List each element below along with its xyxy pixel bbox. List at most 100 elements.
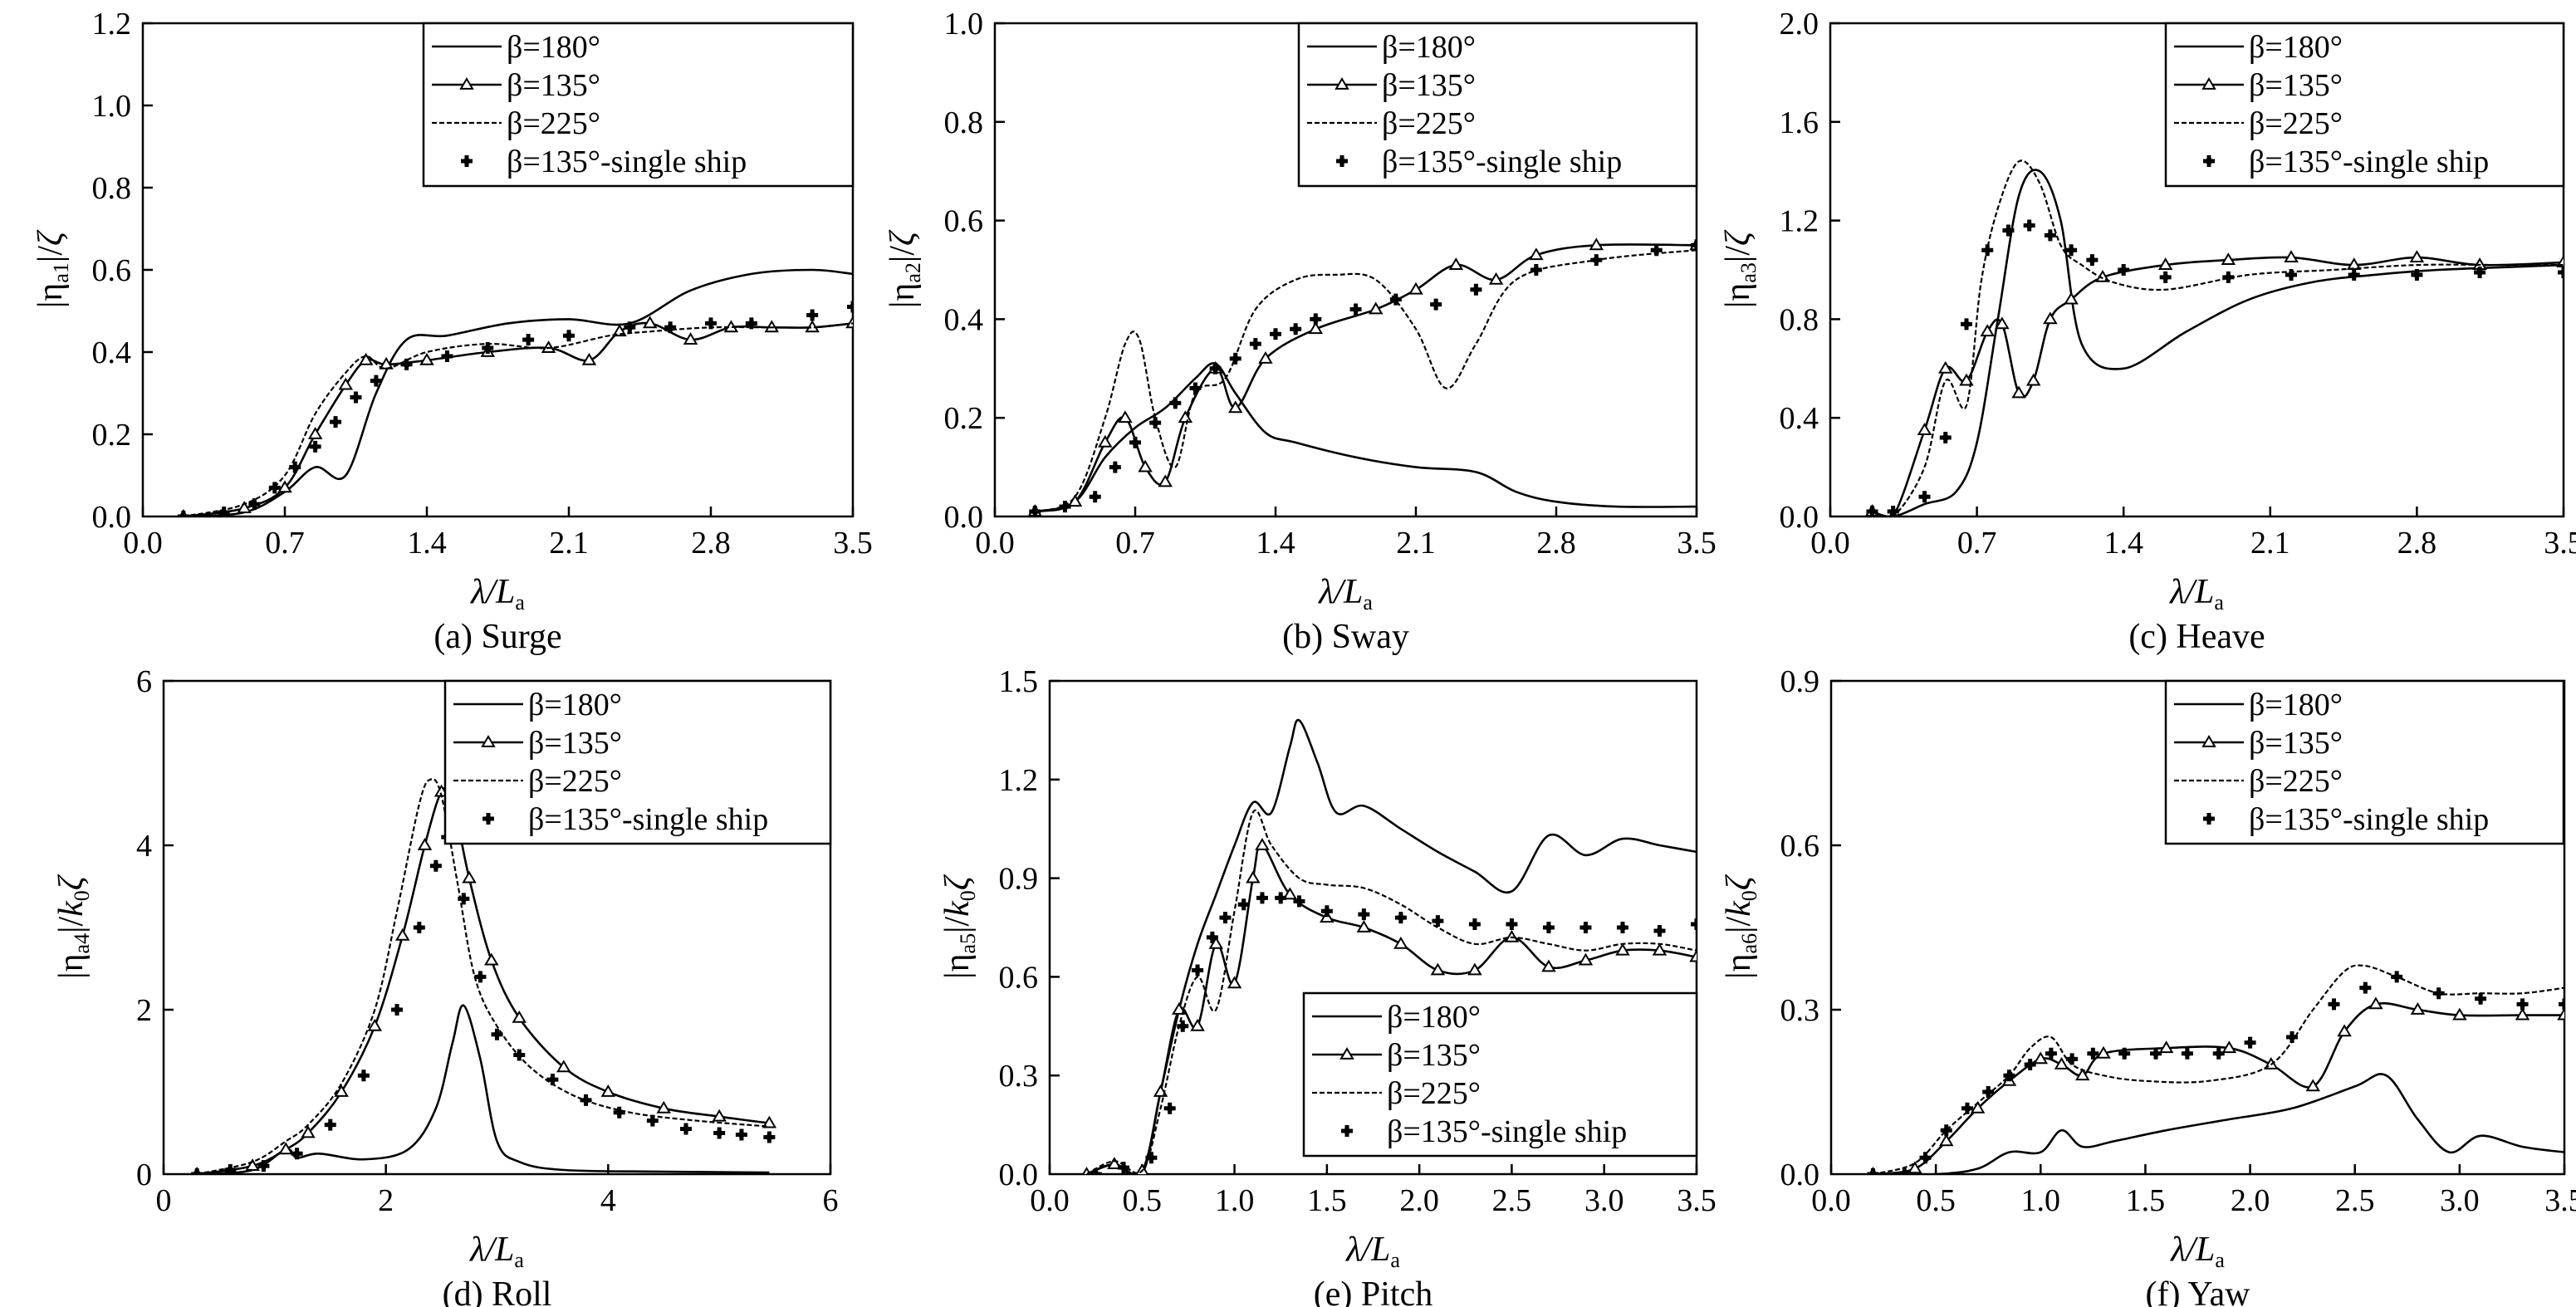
triangle-point xyxy=(2368,996,2383,1010)
x-tick-label: 6 xyxy=(823,1183,839,1218)
panel-caption: (b) Sway xyxy=(1282,618,1409,656)
triangle-point xyxy=(2064,291,2079,305)
single-ship-point-dot xyxy=(615,1109,623,1116)
legend-entry-label: β=135°-single ship xyxy=(2249,144,2489,179)
legend-entry-label: β=135° xyxy=(2249,726,2343,761)
x-tick-label: 2 xyxy=(378,1183,394,1218)
legend-box xyxy=(2164,22,2565,188)
y-tick-label: 0.4 xyxy=(944,302,984,337)
single-ship-point-dot xyxy=(683,1125,690,1133)
single-ship-point-dot xyxy=(293,1150,301,1158)
single-ship-point-dot xyxy=(432,862,439,869)
single-ship-point-dot xyxy=(1061,503,1069,511)
single-ship-point-dot xyxy=(2025,222,2033,229)
single-ship-point-dot xyxy=(460,895,468,903)
x-axis-label: λ/La xyxy=(1317,573,1373,614)
triangle-point xyxy=(334,1084,349,1097)
single-ship-point-dot xyxy=(1963,1104,1971,1112)
single-ship-point-dot xyxy=(179,513,187,516)
single-ship-point-dot xyxy=(2246,1039,2254,1046)
single-ship-point xyxy=(1867,1168,1879,1174)
triangle-point xyxy=(2305,1079,2321,1092)
single-ship-point-dot xyxy=(582,1096,590,1104)
triangle-point xyxy=(1408,281,1423,295)
triangle-point xyxy=(1258,350,1273,364)
legend-entry-label: β=135°-single ship xyxy=(507,144,747,179)
x-tick-label: 1.4 xyxy=(2103,526,2143,560)
single-ship-point-dot xyxy=(332,419,340,426)
single-ship-point-dot xyxy=(716,1129,723,1137)
origin-label: 0.0 xyxy=(944,500,984,535)
origin-label: 0.0 xyxy=(92,500,132,535)
x-tick-label: 0.0 xyxy=(1810,526,1850,560)
single-ship-point-dot xyxy=(1352,306,1359,313)
x-tick-label: 2.0 xyxy=(1399,1183,1439,1218)
single-ship-point-dot xyxy=(2330,1001,2338,1008)
legend-symbol-triangle xyxy=(1335,77,1349,90)
series-line-1 xyxy=(1871,256,2564,516)
single-ship-point-dot xyxy=(2068,247,2075,254)
triangle-point xyxy=(338,377,354,390)
y-tick-label: 0.9 xyxy=(999,862,1039,897)
single-ship-point-dot xyxy=(372,377,380,384)
x-tick-label: 3.5 xyxy=(1677,1183,1717,1218)
single-ship-point-dot xyxy=(2121,1050,2128,1057)
triangle-point xyxy=(1430,962,1446,976)
triangle-point xyxy=(642,316,658,329)
single-ship-point-dot xyxy=(2288,271,2295,278)
single-ship-point-dot xyxy=(1258,894,1266,902)
triangle-point xyxy=(1118,410,1133,423)
triangle-point xyxy=(2515,1007,2530,1021)
triangle-point xyxy=(2221,252,2236,266)
single-ship-point-dot xyxy=(1179,1022,1187,1030)
panel-pitch: 0.0 0.5 1.0 1.5 2.0 2.5 3.0 3.5 0.3 0.6 0.9 1.2 1.5 |… xyxy=(938,664,1717,1307)
legend-symbol-marker-dot xyxy=(463,158,470,164)
x-tick-label: 1.0 xyxy=(1215,1183,1255,1218)
single-ship-point-dot xyxy=(271,484,278,492)
triangle-point xyxy=(1467,962,1482,976)
y-tick-label: 0.8 xyxy=(92,171,132,206)
data-area xyxy=(177,268,853,516)
panel-sway: 0.0 0.7 1.4 2.1 2.8 3.5 0.2 0.4 0.6 0.8 1.0 |ηa2|/ζ… xyxy=(884,7,1717,656)
single-ship-point-dot xyxy=(2393,973,2401,981)
y-tick-label: 1.6 xyxy=(1780,105,1819,140)
triangle-point xyxy=(1939,1133,1954,1147)
triangle-point xyxy=(600,1084,616,1097)
triangle-point xyxy=(277,480,292,493)
single-ship-point-dot xyxy=(1111,463,1119,471)
triangle-point xyxy=(379,356,394,370)
single-ship-point-dot xyxy=(1222,914,1229,922)
triangle-point xyxy=(1282,887,1298,900)
single-ship-point xyxy=(177,511,189,516)
x-tick-label: 1.5 xyxy=(1307,1183,1347,1218)
single-ship-point-dot xyxy=(626,324,634,331)
y-tick-label: 0.6 xyxy=(92,253,132,288)
single-ship-point xyxy=(2559,998,2564,1011)
single-ship-point-dot xyxy=(1653,247,1660,254)
triangle-point xyxy=(581,352,597,365)
triangle-point xyxy=(1158,474,1173,487)
single-ship-point-dot xyxy=(251,501,258,508)
x-axis-label: λ/La xyxy=(2168,573,2224,614)
triangle-point xyxy=(394,928,410,941)
y-tick-label: 2 xyxy=(136,993,152,1028)
x-tick-label: 2.8 xyxy=(2397,526,2437,560)
panel-heave: 0.0 0.7 1.4 2.1 2.8 3.5 0.4 0.8 1.2 1.6 2.0 |ηa3|/ζ… xyxy=(1719,7,2576,656)
y-axis-label: |ηa4|/k0ζ xyxy=(52,874,94,979)
legend-symbol-triangle xyxy=(481,735,496,747)
origin-label: 0.0 xyxy=(1780,500,1819,535)
single-ship-point-dot xyxy=(1277,894,1285,902)
single-ship-point xyxy=(847,301,853,313)
y-tick-label: 6 xyxy=(136,664,152,699)
single-ship-point-dot xyxy=(737,1131,745,1138)
legend-symbol-triangle xyxy=(2201,735,2216,747)
y-tick-label: 2.0 xyxy=(1780,7,1819,42)
legend-symbol-marker-dot xyxy=(1339,158,1345,164)
panel-caption: (e) Pitch xyxy=(1314,1275,1432,1307)
legend: β=180°β=135°β=225°β=135°-single ship xyxy=(422,22,855,188)
x-tick-label: 1.4 xyxy=(407,526,447,560)
legend-entry-label: β=225° xyxy=(528,764,622,799)
panel-caption: (f) Yaw xyxy=(2146,1275,2251,1307)
y-tick-label: 0.4 xyxy=(1780,401,1819,436)
